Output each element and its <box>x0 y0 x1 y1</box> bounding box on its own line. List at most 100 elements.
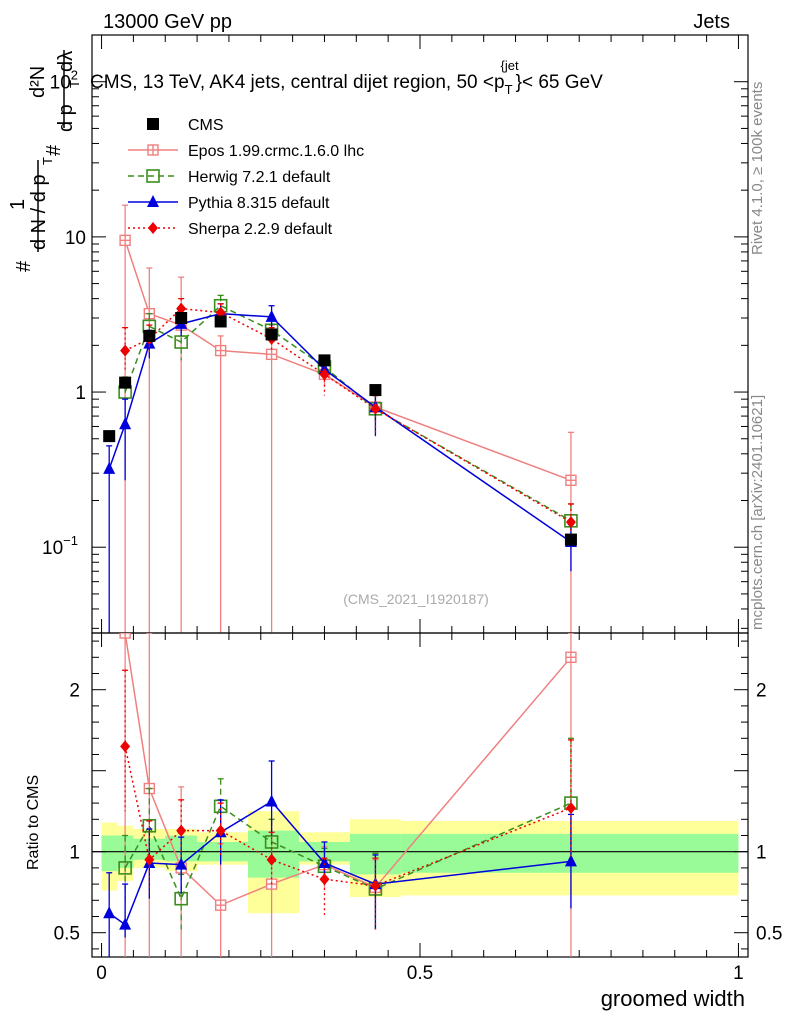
rivet-label: Rivet 4.1.0, ≥ 100k events <box>749 82 766 255</box>
main-point-cms <box>369 384 382 397</box>
main-point-cms <box>564 533 577 546</box>
ratio-point-pythia-8-315-default <box>175 857 188 870</box>
ratio-point-pythia-8-315-default <box>119 917 132 930</box>
main-line-sherpa-2-2-9-default <box>124 307 572 523</box>
legend-label: CMS <box>188 117 224 134</box>
analysis-watermark: (CMS_2021_I1920187) <box>343 591 489 607</box>
mcplots-label: mcplots.cern.ch [arXiv:2401.10621] <box>749 395 766 630</box>
legend: CMS Epos 1.99.crmc.1.6.0 lhc Herwig 7.2.1 … <box>128 117 364 238</box>
ratio-point-sherpa-2-2-9-default <box>266 853 277 866</box>
ratio-point-sherpa-2-2-9-default <box>176 824 187 837</box>
main-point-cms <box>175 312 188 325</box>
tick-exponent: −1 <box>63 533 78 548</box>
ratio-point-sherpa-2-2-9-default <box>144 853 155 866</box>
ratio-series-epos-1-99-crmc-1-6-0-lhc <box>119 633 577 957</box>
main-line-epos-1-99-crmc-1-6-0-lhc <box>124 240 572 481</box>
main-point-cms <box>119 376 132 389</box>
main-series-epos-1-99-crmc-1-6-0-lhc <box>119 204 577 633</box>
ylabel-denom: d N / d p <box>28 174 50 250</box>
ratio-series-sherpa-2-2-9-default <box>120 669 576 930</box>
ylabel-numer: d²N <box>27 66 49 98</box>
ratio-point-epos-1-99-crmc-1-6-0-lhc <box>214 899 227 911</box>
tick-exponent: 2 <box>71 68 78 83</box>
ratio-point-pythia-8-315-default <box>564 854 577 867</box>
x-axis-label: groomed width <box>601 986 745 1011</box>
ylabel-dpt: d p <box>55 104 77 132</box>
legend-marker <box>147 195 159 207</box>
ratio-point-epos-1-99-crmc-1-6-0-lhc <box>565 651 577 663</box>
legend-item-epos-1-99-crmc-1-6-0-lhc: Epos 1.99.crmc.1.6.0 lhc <box>128 143 364 160</box>
main-series-cms <box>103 312 577 546</box>
legend-label: Sherpa 2.2.9 default <box>188 221 333 238</box>
ylabel-dl: dλ <box>55 51 77 72</box>
tick-base: 10 <box>50 73 71 94</box>
ratio-band-inner <box>101 835 118 872</box>
ratio-y-tick-label-right: 1 <box>756 843 767 864</box>
ratio-series-group <box>103 633 578 957</box>
header-right: Jets <box>693 11 730 33</box>
plot-title-prefix: CMS, 13 TeV, AK4 jets, central dijet reg… <box>90 72 505 93</box>
x-tick-label: 0.5 <box>407 963 433 984</box>
ratio-point-pythia-8-315-default <box>318 856 331 869</box>
legend-item-pythia-8-315-default: Pythia 8.315 default <box>128 195 330 212</box>
ylabel-T-2: T <box>67 80 82 88</box>
ratio-point-epos-1-99-crmc-1-6-0-lhc <box>119 633 131 639</box>
main-point-epos-1-99-crmc-1-6-0-lhc <box>119 234 131 247</box>
main-point-epos-1-99-crmc-1-6-0-lhc <box>565 474 577 486</box>
ylabel-hash-2: # <box>43 144 65 156</box>
legend-marker <box>147 144 159 156</box>
ratio-line-sherpa-2-2-9-default <box>124 746 572 887</box>
main-point-cms <box>214 315 227 328</box>
main-point-pythia-8-315-default <box>265 309 278 322</box>
ratio-band-inner <box>248 830 299 878</box>
main-point-cms <box>143 329 156 342</box>
main-series-pythia-8-315-default <box>103 303 577 633</box>
ratio-plot-frame <box>91 632 749 958</box>
ratio-point-sherpa-2-2-9-default <box>215 824 226 837</box>
plot-title-suffix: }< 65 GeV <box>516 72 603 93</box>
legend-marker <box>148 222 158 234</box>
ratio-y-tick-label-right: 2 <box>756 681 767 702</box>
ratio-point-sherpa-2-2-9-default <box>565 801 576 814</box>
legend-marker <box>146 169 160 183</box>
main-point-pythia-8-315-default <box>103 461 116 474</box>
ratio-point-pythia-8-315-default <box>103 906 116 919</box>
ylabel-T-1: T <box>40 157 55 165</box>
ylabel-one: 1 <box>7 199 29 210</box>
tick-base: 10 <box>42 538 63 559</box>
ratio-y-tick-label: 2 <box>69 681 80 702</box>
legend-item-cms: CMS <box>147 117 224 134</box>
main-point-cms <box>103 430 116 443</box>
ratio-y-tick-label-right: 0.5 <box>756 924 782 945</box>
main-point-cms <box>265 328 278 341</box>
legend-label: Pythia 8.315 default <box>188 195 330 212</box>
plot-title-sup: {jet <box>501 58 519 73</box>
ratio-plot-panel: 0 0.5 1 0.5 0.5 1 1 2 2 <box>54 632 782 984</box>
main-series-group <box>103 204 578 633</box>
main-point-pythia-8-315-default <box>119 417 132 430</box>
main-y-tick-label: 10 <box>65 228 86 249</box>
legend-marker <box>147 118 159 130</box>
main-point-herwig-7-2-1-default <box>174 335 188 349</box>
main-point-sherpa-2-2-9-default <box>319 368 330 381</box>
main-point-cms <box>318 354 331 367</box>
main-point-sherpa-2-2-9-default <box>176 302 187 315</box>
main-point-sherpa-2-2-9-default <box>120 344 131 357</box>
plot-title-sub: T <box>505 82 513 97</box>
ratio-y-axis-label: Ratio to CMS <box>25 775 42 870</box>
main-point-sherpa-2-2-9-default <box>370 402 381 415</box>
main-point-epos-1-99-crmc-1-6-0-lhc <box>214 344 227 357</box>
main-y-axis-label: # d N / d p T 1 # d p T dλ d²N <box>7 50 82 272</box>
main-point-epos-1-99-crmc-1-6-0-lhc <box>265 348 278 361</box>
main-point-sherpa-2-2-9-default <box>565 516 576 529</box>
plot-title: CMS, 13 TeV, AK4 jets, central dijet reg… <box>90 58 603 97</box>
ratio-y-tick-label: 1 <box>69 843 80 864</box>
legend-label: Epos 1.99.crmc.1.6.0 lhc <box>188 143 364 160</box>
legend-item-herwig-7-2-1-default: Herwig 7.2.1 default <box>128 169 331 186</box>
main-series-herwig-7-2-1-default <box>118 294 578 541</box>
legend-item-sherpa-2-2-9-default: Sherpa 2.2.9 default <box>128 221 333 238</box>
ylabel-hash-1: # <box>13 260 35 272</box>
ratio-y-tick-label: 0.5 <box>54 924 80 945</box>
